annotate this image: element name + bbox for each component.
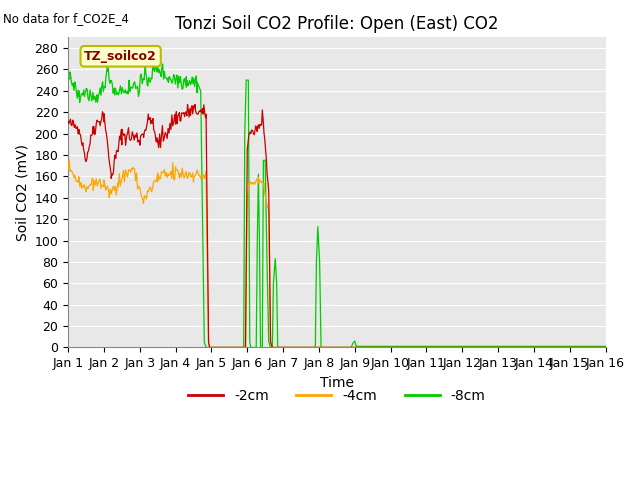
Title: Tonzi Soil CO2 Profile: Open (East) CO2: Tonzi Soil CO2 Profile: Open (East) CO2 xyxy=(175,15,499,33)
Text: TZ_soilco2: TZ_soilco2 xyxy=(84,50,157,63)
Y-axis label: Soil CO2 (mV): Soil CO2 (mV) xyxy=(15,144,29,241)
Legend: -2cm, -4cm, -8cm: -2cm, -4cm, -8cm xyxy=(182,384,491,408)
Text: No data for f_CO2E_4: No data for f_CO2E_4 xyxy=(3,12,129,25)
X-axis label: Time: Time xyxy=(320,376,354,390)
